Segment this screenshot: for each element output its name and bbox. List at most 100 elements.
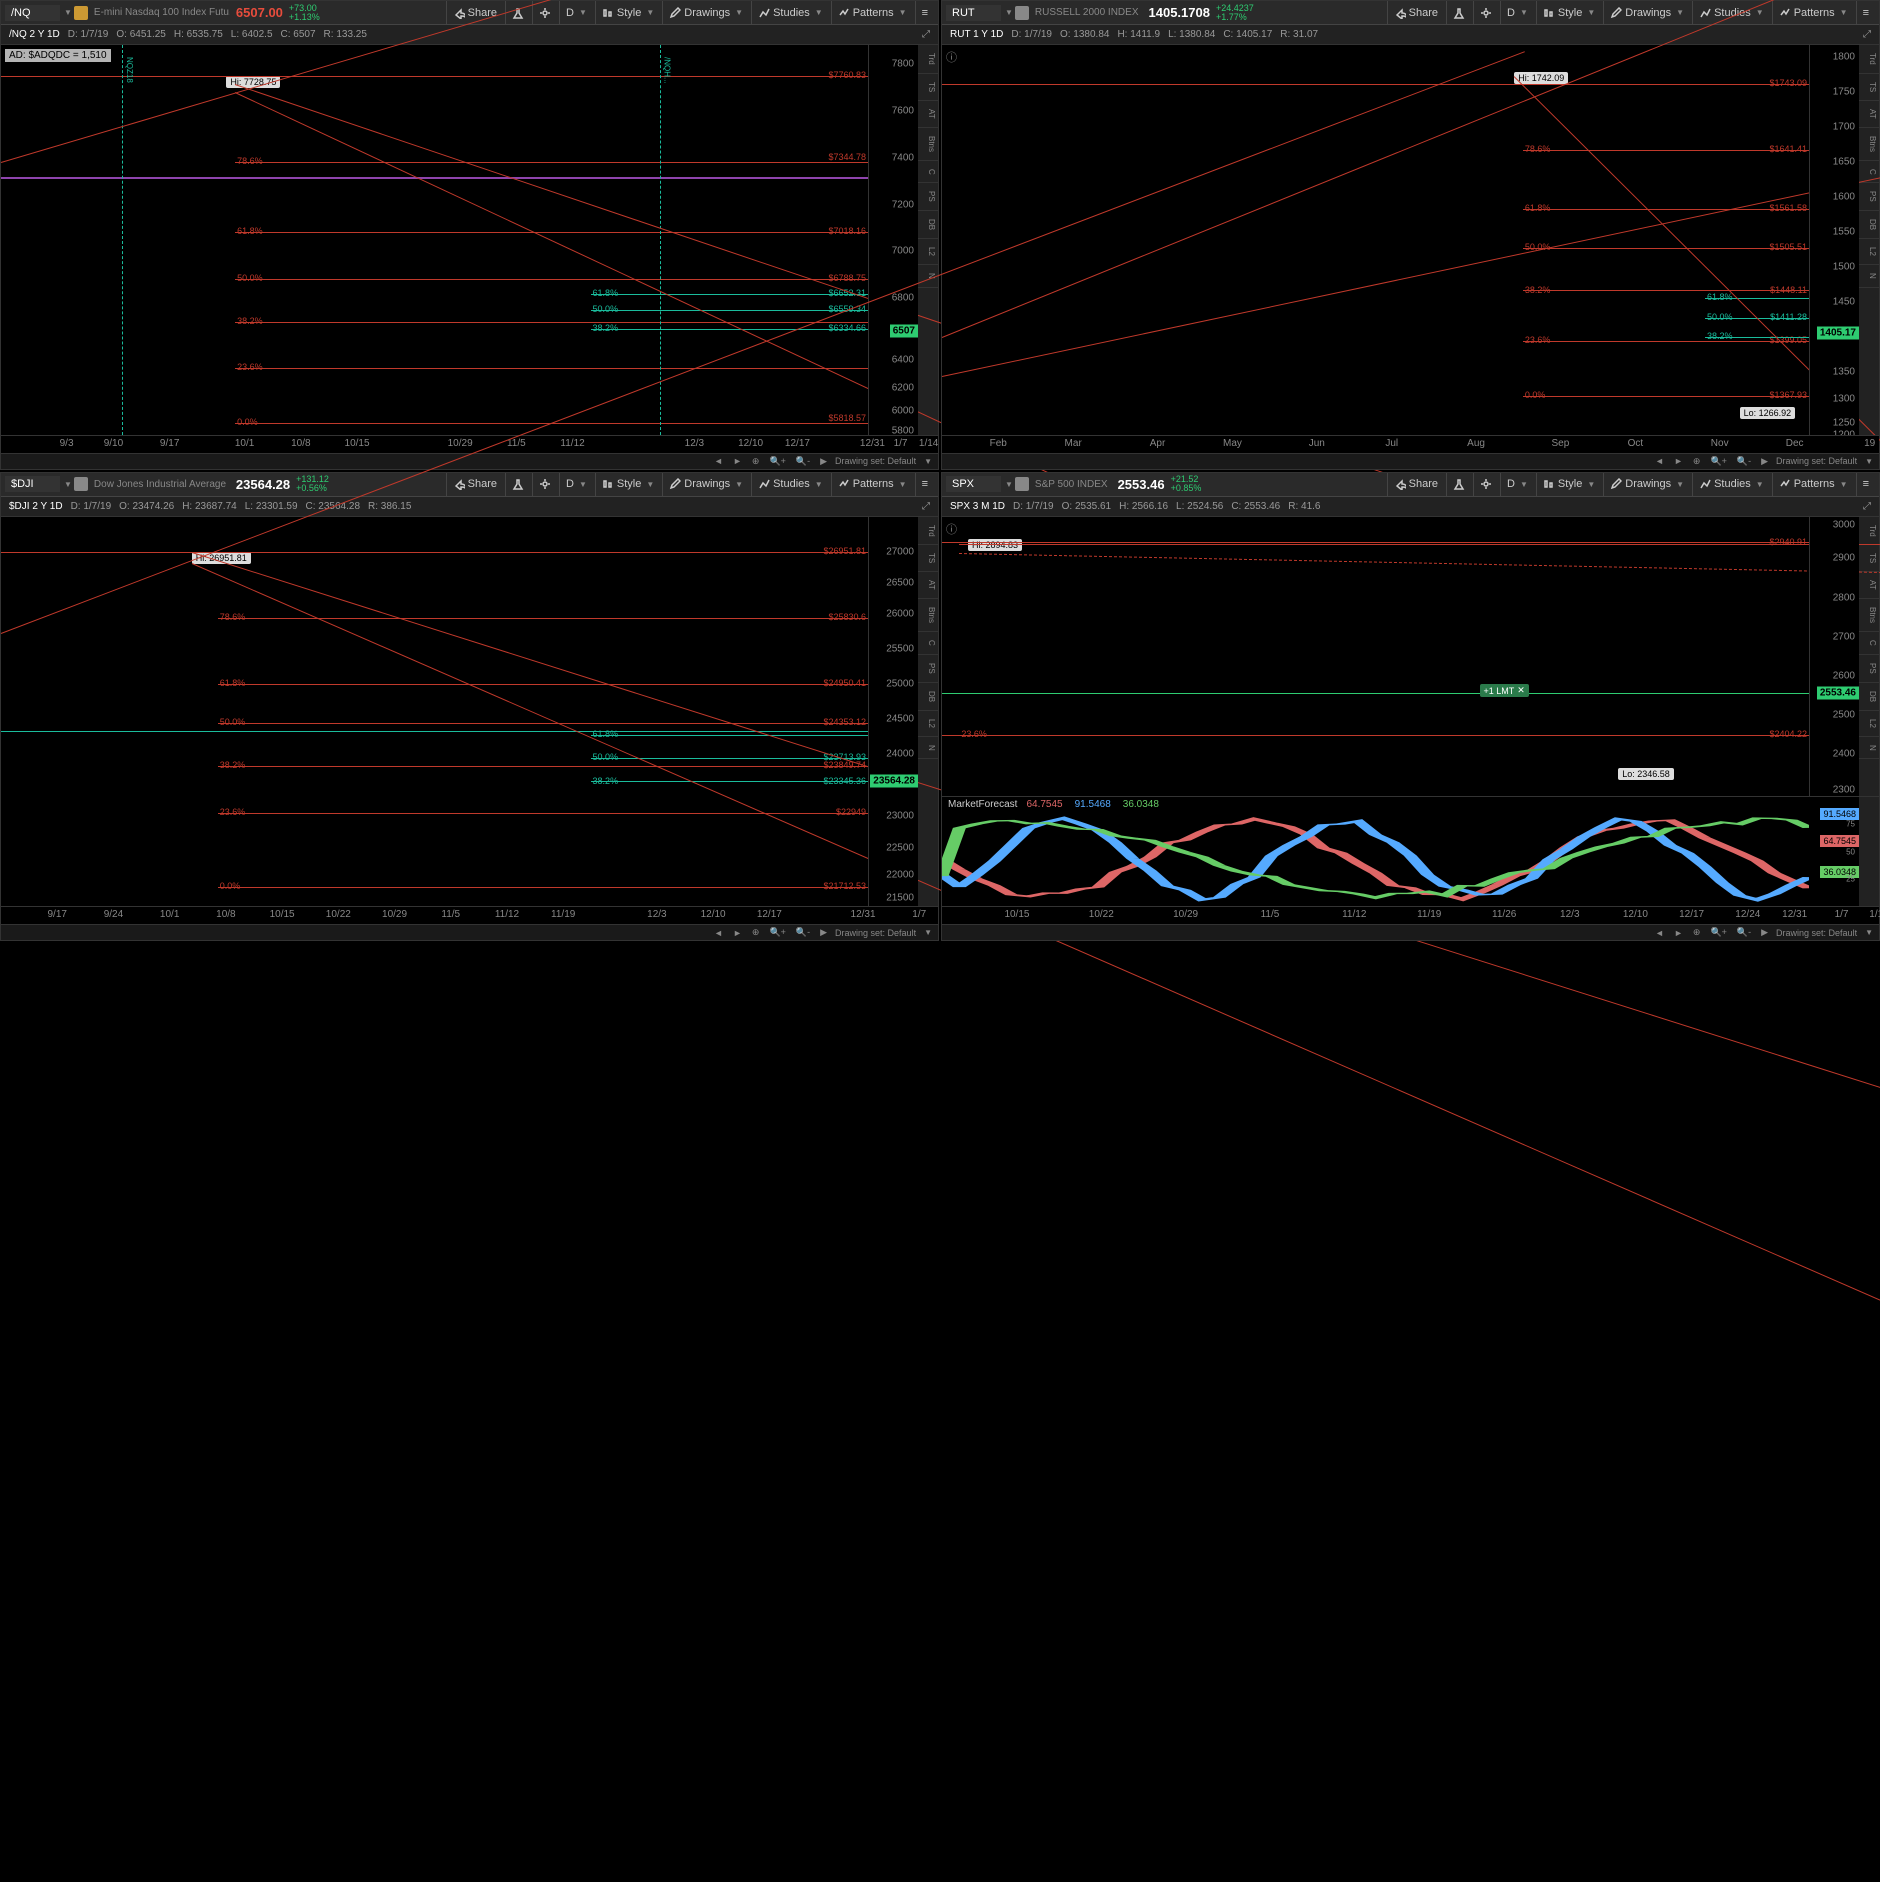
info-icon[interactable]: ⓘ bbox=[946, 521, 957, 537]
limit-order-badge[interactable]: +1 LMT✕ bbox=[1480, 684, 1529, 697]
side-tab-ps[interactable]: PS bbox=[1859, 655, 1879, 683]
side-tab-trd[interactable]: Trd bbox=[1859, 45, 1879, 74]
patterns-button[interactable]: Patterns▼ bbox=[1772, 473, 1854, 496]
info-icon[interactable]: ⓘ bbox=[946, 49, 957, 65]
side-tab-ps[interactable]: PS bbox=[918, 183, 938, 211]
patterns-button[interactable]: Patterns▼ bbox=[831, 473, 913, 496]
zoom-in-icon[interactable]: 🔍+ bbox=[767, 456, 787, 467]
side-tab-l2[interactable]: L2 bbox=[1859, 239, 1879, 265]
zoom-in-icon[interactable]: 🔍+ bbox=[1708, 456, 1728, 467]
side-tab-n[interactable]: N bbox=[918, 737, 938, 760]
drawings-button[interactable]: Drawings▼ bbox=[1603, 473, 1690, 496]
expand-icon[interactable]: ⤢ bbox=[922, 29, 930, 40]
side-tab-at[interactable]: AT bbox=[1859, 101, 1879, 128]
side-tab-n[interactable]: N bbox=[1859, 737, 1879, 760]
side-tab-db[interactable]: DB bbox=[918, 683, 938, 711]
flask-button[interactable] bbox=[1446, 473, 1471, 496]
chart-area[interactable]: ⓘ Hi: 1742.09Lo: 1266.92$1743.0978.6%$16… bbox=[942, 45, 1809, 435]
patterns-button[interactable]: Patterns▼ bbox=[831, 1, 913, 24]
menu-button[interactable]: ≡ bbox=[915, 1, 934, 24]
flask-button[interactable] bbox=[1446, 1, 1471, 24]
side-tab-at[interactable]: AT bbox=[918, 101, 938, 128]
chart-area[interactable]: ⓘ Hi: 2894.83Lo: 2346.58$2940.9123.6%$24… bbox=[942, 517, 1809, 797]
mf-chart[interactable]: MarketForecast 64.7545 91.5468 36.0348 bbox=[942, 797, 1809, 906]
studies-button[interactable]: Studies▼ bbox=[751, 473, 829, 496]
nav-left-icon[interactable]: ◄ bbox=[712, 456, 725, 466]
dropdown-icon[interactable]: ▼ bbox=[64, 480, 72, 489]
share-button[interactable]: Share bbox=[1387, 473, 1444, 496]
period-button[interactable]: D▼ bbox=[559, 473, 593, 496]
symbol-input[interactable] bbox=[5, 5, 60, 21]
nav-right-icon[interactable]: ► bbox=[1672, 928, 1685, 938]
style-button[interactable]: Style▼ bbox=[595, 473, 660, 496]
side-tab-n[interactable]: N bbox=[1859, 265, 1879, 288]
side-tab-c[interactable]: C bbox=[1859, 632, 1879, 655]
drawings-button[interactable]: Drawings▼ bbox=[662, 1, 749, 24]
chart-area[interactable]: AD: $ADQDC = 1,510 Hi: 7728.75$7760.8378… bbox=[1, 45, 868, 435]
dropdown-icon[interactable]: ▼ bbox=[1005, 8, 1013, 17]
studies-button[interactable]: Studies▼ bbox=[751, 1, 829, 24]
settings-button[interactable] bbox=[1473, 473, 1498, 496]
period-button[interactable]: D▼ bbox=[1500, 473, 1534, 496]
side-tab-btns[interactable]: Btns bbox=[918, 599, 938, 632]
share-button[interactable]: Share bbox=[446, 473, 503, 496]
menu-button[interactable]: ≡ bbox=[915, 473, 934, 496]
link-icon[interactable] bbox=[74, 6, 88, 20]
symbol-input[interactable] bbox=[946, 476, 1001, 492]
nav-left-icon[interactable]: ◄ bbox=[1653, 456, 1666, 466]
side-tab-ts[interactable]: TS bbox=[918, 545, 938, 572]
expand-icon[interactable]: ⤢ bbox=[1863, 29, 1871, 40]
settings-button[interactable] bbox=[1473, 1, 1498, 24]
nav-left-icon[interactable]: ◄ bbox=[1653, 928, 1666, 938]
crosshair-icon[interactable]: ⊕ bbox=[1691, 927, 1703, 938]
symbol-input[interactable] bbox=[946, 5, 1001, 21]
side-tab-l2[interactable]: L2 bbox=[1859, 711, 1879, 737]
side-tab-at[interactable]: AT bbox=[918, 572, 938, 599]
side-tab-ts[interactable]: TS bbox=[1859, 545, 1879, 572]
nav-right-icon[interactable]: ► bbox=[731, 928, 744, 938]
zoom-out-icon[interactable]: 🔍- bbox=[1735, 927, 1753, 938]
side-tab-db[interactable]: DB bbox=[918, 211, 938, 239]
menu-button[interactable]: ≡ bbox=[1856, 1, 1875, 24]
expand-icon[interactable]: ⤢ bbox=[1863, 501, 1871, 512]
zoom-in-icon[interactable]: 🔍+ bbox=[767, 927, 787, 938]
patterns-button[interactable]: Patterns▼ bbox=[1772, 1, 1854, 24]
cursor-icon[interactable]: ▶ bbox=[818, 927, 829, 938]
share-button[interactable]: Share bbox=[1387, 1, 1444, 24]
link-icon[interactable] bbox=[1015, 477, 1029, 491]
symbol-input[interactable] bbox=[5, 476, 60, 492]
cursor-icon[interactable]: ▶ bbox=[818, 456, 829, 467]
crosshair-icon[interactable]: ⊕ bbox=[1691, 456, 1703, 467]
zoom-out-icon[interactable]: 🔍- bbox=[794, 456, 812, 467]
dropdown-icon[interactable]: ▼ bbox=[64, 8, 72, 17]
side-tab-at[interactable]: AT bbox=[1859, 572, 1879, 599]
expand-icon[interactable]: ⤢ bbox=[922, 501, 930, 512]
nav-right-icon[interactable]: ► bbox=[731, 456, 744, 466]
side-tab-ps[interactable]: PS bbox=[918, 655, 938, 683]
dropdown-icon[interactable]: ▼ bbox=[1005, 480, 1013, 489]
cursor-icon[interactable]: ▶ bbox=[1759, 927, 1770, 938]
side-tab-ts[interactable]: TS bbox=[918, 74, 938, 101]
side-tab-trd[interactable]: Trd bbox=[918, 45, 938, 74]
side-tab-ps[interactable]: PS bbox=[1859, 183, 1879, 211]
cursor-icon[interactable]: ▶ bbox=[1759, 456, 1770, 467]
period-button[interactable]: D▼ bbox=[559, 1, 593, 24]
settings-button[interactable] bbox=[532, 473, 557, 496]
side-tab-c[interactable]: C bbox=[918, 161, 938, 184]
crosshair-icon[interactable]: ⊕ bbox=[750, 927, 762, 938]
side-tab-c[interactable]: C bbox=[918, 632, 938, 655]
link-icon[interactable] bbox=[74, 477, 88, 491]
drawings-button[interactable]: Drawings▼ bbox=[662, 473, 749, 496]
period-button[interactable]: D▼ bbox=[1500, 1, 1534, 24]
style-button[interactable]: Style▼ bbox=[1536, 473, 1601, 496]
zoom-out-icon[interactable]: 🔍- bbox=[794, 927, 812, 938]
chart-area[interactable]: Hi: 26951.81$26951.8178.6%$25830.661.8%$… bbox=[1, 517, 868, 907]
side-tab-db[interactable]: DB bbox=[1859, 211, 1879, 239]
drawings-button[interactable]: Drawings▼ bbox=[1603, 1, 1690, 24]
side-tab-btns[interactable]: Btns bbox=[1859, 128, 1879, 161]
side-tab-l2[interactable]: L2 bbox=[918, 239, 938, 265]
zoom-in-icon[interactable]: 🔍+ bbox=[1708, 927, 1728, 938]
side-tab-btns[interactable]: Btns bbox=[1859, 599, 1879, 632]
crosshair-icon[interactable]: ⊕ bbox=[750, 456, 762, 467]
side-tab-db[interactable]: DB bbox=[1859, 683, 1879, 711]
